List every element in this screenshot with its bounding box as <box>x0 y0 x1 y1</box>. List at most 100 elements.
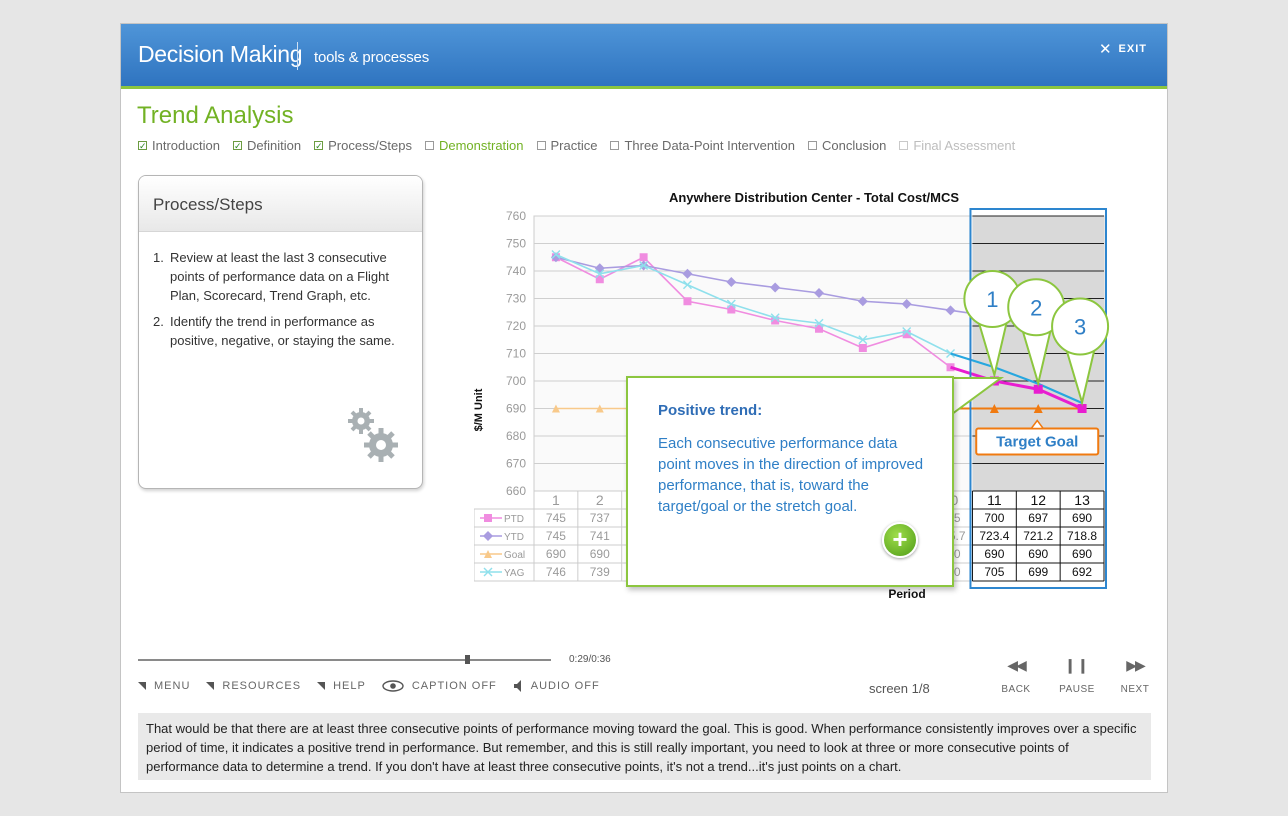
point-number-label: 1 <box>986 287 998 312</box>
x-tick-label: 12 <box>1030 492 1046 508</box>
menu-arrow-icon <box>138 682 146 690</box>
tab-label: Final Assessment <box>913 138 1016 153</box>
x-tick-label: 11 <box>987 492 1002 508</box>
data-point <box>815 324 823 333</box>
pause-label: PAUSE <box>1059 684 1095 695</box>
process-steps-panel: Process/Steps 1. Review at least the las… <box>138 175 423 489</box>
table-cell: 718.8 <box>1067 529 1097 543</box>
data-point <box>1033 384 1043 394</box>
data-point-stroke <box>726 299 736 309</box>
data-point <box>1033 404 1043 413</box>
course-window: Decision Making tools & processes ✕ EXIT… <box>120 23 1168 793</box>
target-goal-pointer <box>1029 419 1045 430</box>
caption-label: CAPTION OFF <box>411 680 497 692</box>
checkmark-icon: ✓ <box>232 141 242 151</box>
back-button[interactable]: ◀◀ BACK <box>991 657 1041 695</box>
menu-button[interactable]: MENU <box>138 680 190 692</box>
table-cell: 692 <box>1072 565 1092 579</box>
screen-counter: screen 1/8 <box>869 681 930 696</box>
x-axis-label: Period <box>888 587 925 601</box>
y-tick-label: 720 <box>506 319 526 333</box>
app-subtitle: tools & processes <box>314 49 429 66</box>
next-button[interactable]: ▶▶ NEXT <box>1110 657 1160 695</box>
checkbox-icon <box>424 141 434 150</box>
data-point <box>550 252 561 263</box>
tab-conclusion[interactable]: Conclusion <box>808 138 886 153</box>
tab-label: Practice <box>550 138 598 153</box>
callout-title: Positive trend: <box>658 402 763 419</box>
tab-introduction[interactable]: ✓ Introduction <box>138 138 220 153</box>
table-cell: 745 <box>546 529 566 543</box>
data-point <box>814 288 824 298</box>
tab-demonstration[interactable]: Demonstration <box>424 138 524 153</box>
pause-icon: ❙❙ <box>1064 657 1090 673</box>
step-text: Review at least the last 3 consecutive p… <box>170 250 389 303</box>
y-tick-label: 680 <box>506 429 526 443</box>
data-point <box>945 305 956 316</box>
table-cell: 700 <box>984 511 1004 525</box>
table-cell: 690 <box>984 547 1004 561</box>
tab-label: Definition <box>246 138 302 153</box>
speaker-icon <box>513 680 521 692</box>
step-number: 1. <box>153 250 164 265</box>
checkmark-icon: ✓ <box>314 141 324 151</box>
tab-label: Process/Steps <box>328 138 412 153</box>
app-title: Decision Making <box>138 41 303 67</box>
tab-practice[interactable]: Practice <box>536 138 598 153</box>
y-tick-label: 670 <box>506 457 526 471</box>
data-point <box>682 280 692 290</box>
resources-arrow-icon <box>206 682 215 690</box>
data-point <box>901 299 912 309</box>
data-point <box>483 567 493 577</box>
trend-line-highlight <box>950 352 1083 405</box>
y-tick-label: 690 <box>506 402 526 416</box>
y-tick-label: 710 <box>506 347 526 361</box>
data-point <box>902 330 911 339</box>
expand-plus-button[interactable]: + <box>882 522 918 558</box>
plus-icon: + <box>892 524 908 554</box>
y-tick-label: 750 <box>506 237 526 251</box>
data-point <box>858 335 868 345</box>
balloon <box>1051 297 1110 356</box>
list-item: 2. Identify the trend in performance as … <box>153 312 403 350</box>
gears-icon <box>348 408 398 462</box>
pause-button[interactable]: ❙❙ PAUSE <box>1052 657 1102 695</box>
y-tick-label: 700 <box>506 374 526 388</box>
table-cell: 690 <box>1072 511 1092 525</box>
data-point <box>858 344 867 352</box>
caption-toggle[interactable]: CAPTION OFF <box>382 680 497 692</box>
help-arrow-icon <box>317 682 326 690</box>
data-point <box>483 531 493 541</box>
data-point <box>683 297 692 306</box>
data-point-stroke <box>483 567 493 577</box>
data-point <box>770 313 780 323</box>
checkmark-icon: ✓ <box>138 141 147 151</box>
x-tick-label: 1 <box>552 492 560 508</box>
tab-label: Demonstration <box>438 138 524 153</box>
callout-body: Each consecutive performance data point … <box>658 435 924 515</box>
resources-button[interactable]: RESOURCES <box>206 680 301 692</box>
tab-three-data-point-intervention[interactable]: Three Data-Point Intervention <box>610 138 795 153</box>
table-cell: 690 <box>590 547 610 561</box>
title-divider <box>297 42 298 70</box>
checkbox-icon <box>610 141 620 150</box>
help-label: HELP <box>333 680 366 692</box>
tab-process-steps[interactable]: ✓ Process/Steps <box>314 138 412 153</box>
data-point <box>484 550 492 558</box>
exit-button[interactable]: ✕ EXIT <box>1099 40 1147 58</box>
data-point-stroke <box>595 269 605 279</box>
tab-definition[interactable]: ✓ Definition <box>232 138 302 153</box>
progress-handle[interactable] <box>465 655 471 664</box>
legend-label: PTD <box>504 514 524 525</box>
y-tick-label: 740 <box>506 264 526 278</box>
x-tick-label: 2 <box>596 492 604 508</box>
help-button[interactable]: HELP <box>317 680 366 692</box>
tab-label: Conclusion <box>822 138 887 153</box>
audio-toggle[interactable]: AUDIO OFF <box>513 680 600 692</box>
y-tick-label: 660 <box>506 484 526 498</box>
tab-label: Three Data-Point Intervention <box>624 138 796 153</box>
data-point <box>814 318 824 328</box>
data-point <box>551 404 560 413</box>
x-tick-label: 13 <box>1074 492 1090 508</box>
progress-track[interactable] <box>138 655 551 664</box>
